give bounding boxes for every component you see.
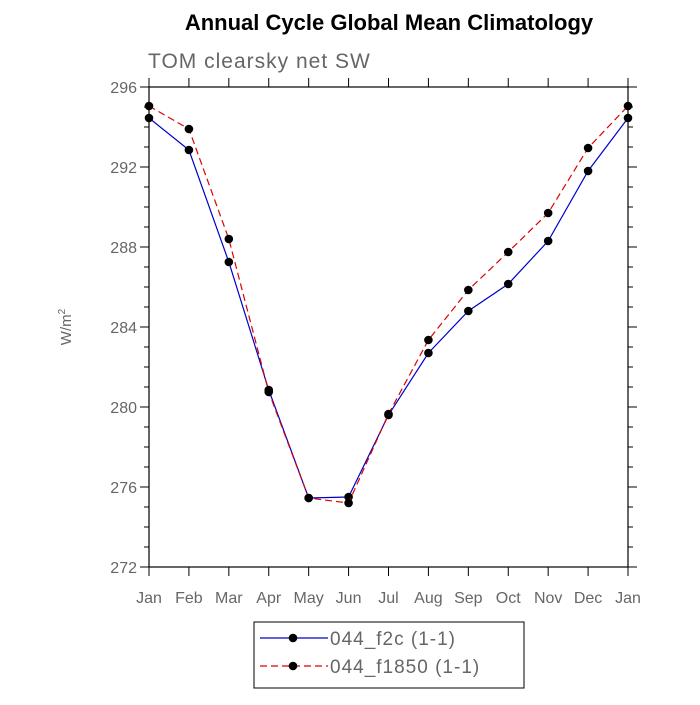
x-tick-label: Feb: [175, 590, 203, 607]
data-point-series-2: [344, 498, 353, 508]
data-point-series-2: [464, 285, 473, 295]
x-tick-label: Jul: [378, 590, 398, 607]
data-point-series-1: [543, 236, 553, 246]
legend-label-2: 044_f1850 (1-1): [330, 657, 480, 678]
data-point-series-1: [184, 145, 194, 155]
y-axis-label-base: W/m: [58, 314, 75, 345]
data-point-series-1: [583, 166, 593, 176]
y-tick-label: 272: [110, 560, 137, 577]
y-axis-label-superscript: 2: [57, 308, 68, 314]
legend-label-1: 044_f2c (1-1): [330, 629, 456, 650]
data-point-series-2: [144, 101, 154, 111]
x-tick-label: Dec: [574, 590, 602, 607]
series-layer: [144, 101, 633, 508]
plot-frame: [148, 86, 629, 568]
data-point-series-2: [503, 247, 513, 257]
legend: 044_f2c (1-1) 044_f1850 (1-1): [253, 621, 525, 689]
y-tick-label: 288: [110, 240, 137, 257]
data-point-series-2: [424, 335, 433, 345]
series-line-2: [148, 105, 629, 504]
series-line-1: [148, 117, 629, 499]
data-point-series-2: [224, 234, 234, 244]
data-point-series-2: [304, 493, 313, 503]
x-tick-label: Jan: [136, 590, 162, 607]
axis-ticks: 272 276 280 284 288 292 296 Jan Feb Mar Apr May Jun J…: [110, 78, 641, 607]
x-tick-label: Jun: [336, 590, 362, 607]
data-point-series-2: [543, 208, 553, 218]
data-point-series-2: [384, 409, 393, 419]
y-tick-label: 296: [110, 80, 137, 97]
data-point-series-1: [144, 113, 154, 123]
x-tick-label: Aug: [414, 590, 442, 607]
x-tick-label: Nov: [534, 590, 562, 607]
chart-title: Annual Cycle Global Mean Climatology: [185, 10, 594, 35]
y-tick-label: 292: [110, 160, 137, 177]
data-point-series-2: [583, 143, 593, 153]
x-tick-label: Oct: [496, 590, 521, 607]
x-tick-label: Apr: [256, 590, 282, 607]
x-tick-label: May: [294, 590, 324, 607]
y-tick-label: 280: [110, 400, 137, 417]
data-point-series-2: [623, 101, 633, 111]
x-tick-label: Jan: [615, 590, 641, 607]
legend-marker-1: [288, 633, 298, 643]
y-tick-label: 276: [110, 480, 137, 497]
legend-box: [253, 621, 525, 689]
data-point-series-2: [264, 387, 274, 397]
data-point-series-2: [184, 124, 194, 134]
data-point-series-1: [623, 113, 633, 123]
data-point-series-1: [503, 279, 513, 289]
y-tick-label: 284: [110, 320, 137, 337]
x-tick-label: Sep: [454, 590, 483, 607]
data-point-series-1: [224, 257, 234, 267]
data-point-series-1: [424, 348, 433, 358]
legend-marker-2: [288, 661, 298, 671]
y-axis-label: W/m2: [57, 308, 75, 345]
data-point-series-1: [464, 306, 473, 316]
x-tick-label: Mar: [215, 590, 243, 607]
chart-subtitle: TOM clearsky net SW: [148, 50, 371, 73]
